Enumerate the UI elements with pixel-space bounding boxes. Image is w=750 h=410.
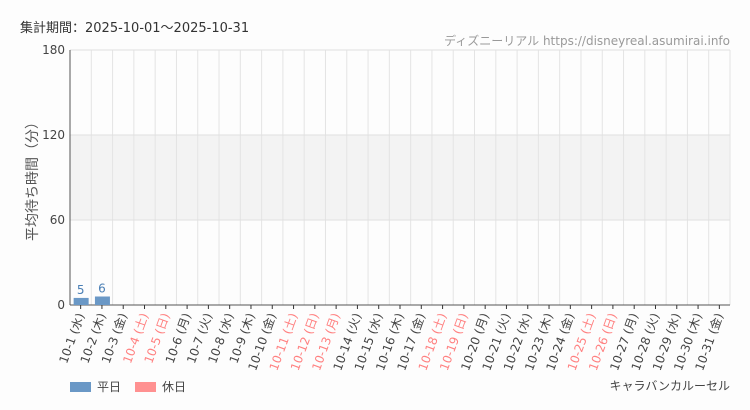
site-credit: ディズニーリアル https://disneyreal.asumirai.inf… xyxy=(444,34,730,48)
legend-label: 平日 xyxy=(97,380,122,394)
legend-weekday: 平日 xyxy=(70,378,121,395)
attraction-name: キャラバンカルーセル xyxy=(609,379,730,393)
data-label: 6 xyxy=(98,282,106,296)
y-axis-title: 平均待ち時間（分） xyxy=(25,115,41,241)
bar xyxy=(73,297,89,305)
y-tick-label: 180 xyxy=(42,43,65,57)
legend-label: 休日 xyxy=(162,380,187,394)
y-tick-label: 0 xyxy=(57,298,65,312)
legend-swatch-weekday xyxy=(70,381,91,392)
y-tick-label: 120 xyxy=(42,128,65,142)
legend-swatch-holiday xyxy=(135,381,156,392)
data-label: 5 xyxy=(77,283,85,297)
bar xyxy=(94,296,110,305)
period-label: 集計期間：2025-10-01〜2025-10-31 xyxy=(20,21,250,36)
legend-holiday: 休日 xyxy=(135,378,186,395)
y-tick-label: 60 xyxy=(50,213,65,227)
shaded-band xyxy=(70,135,730,220)
